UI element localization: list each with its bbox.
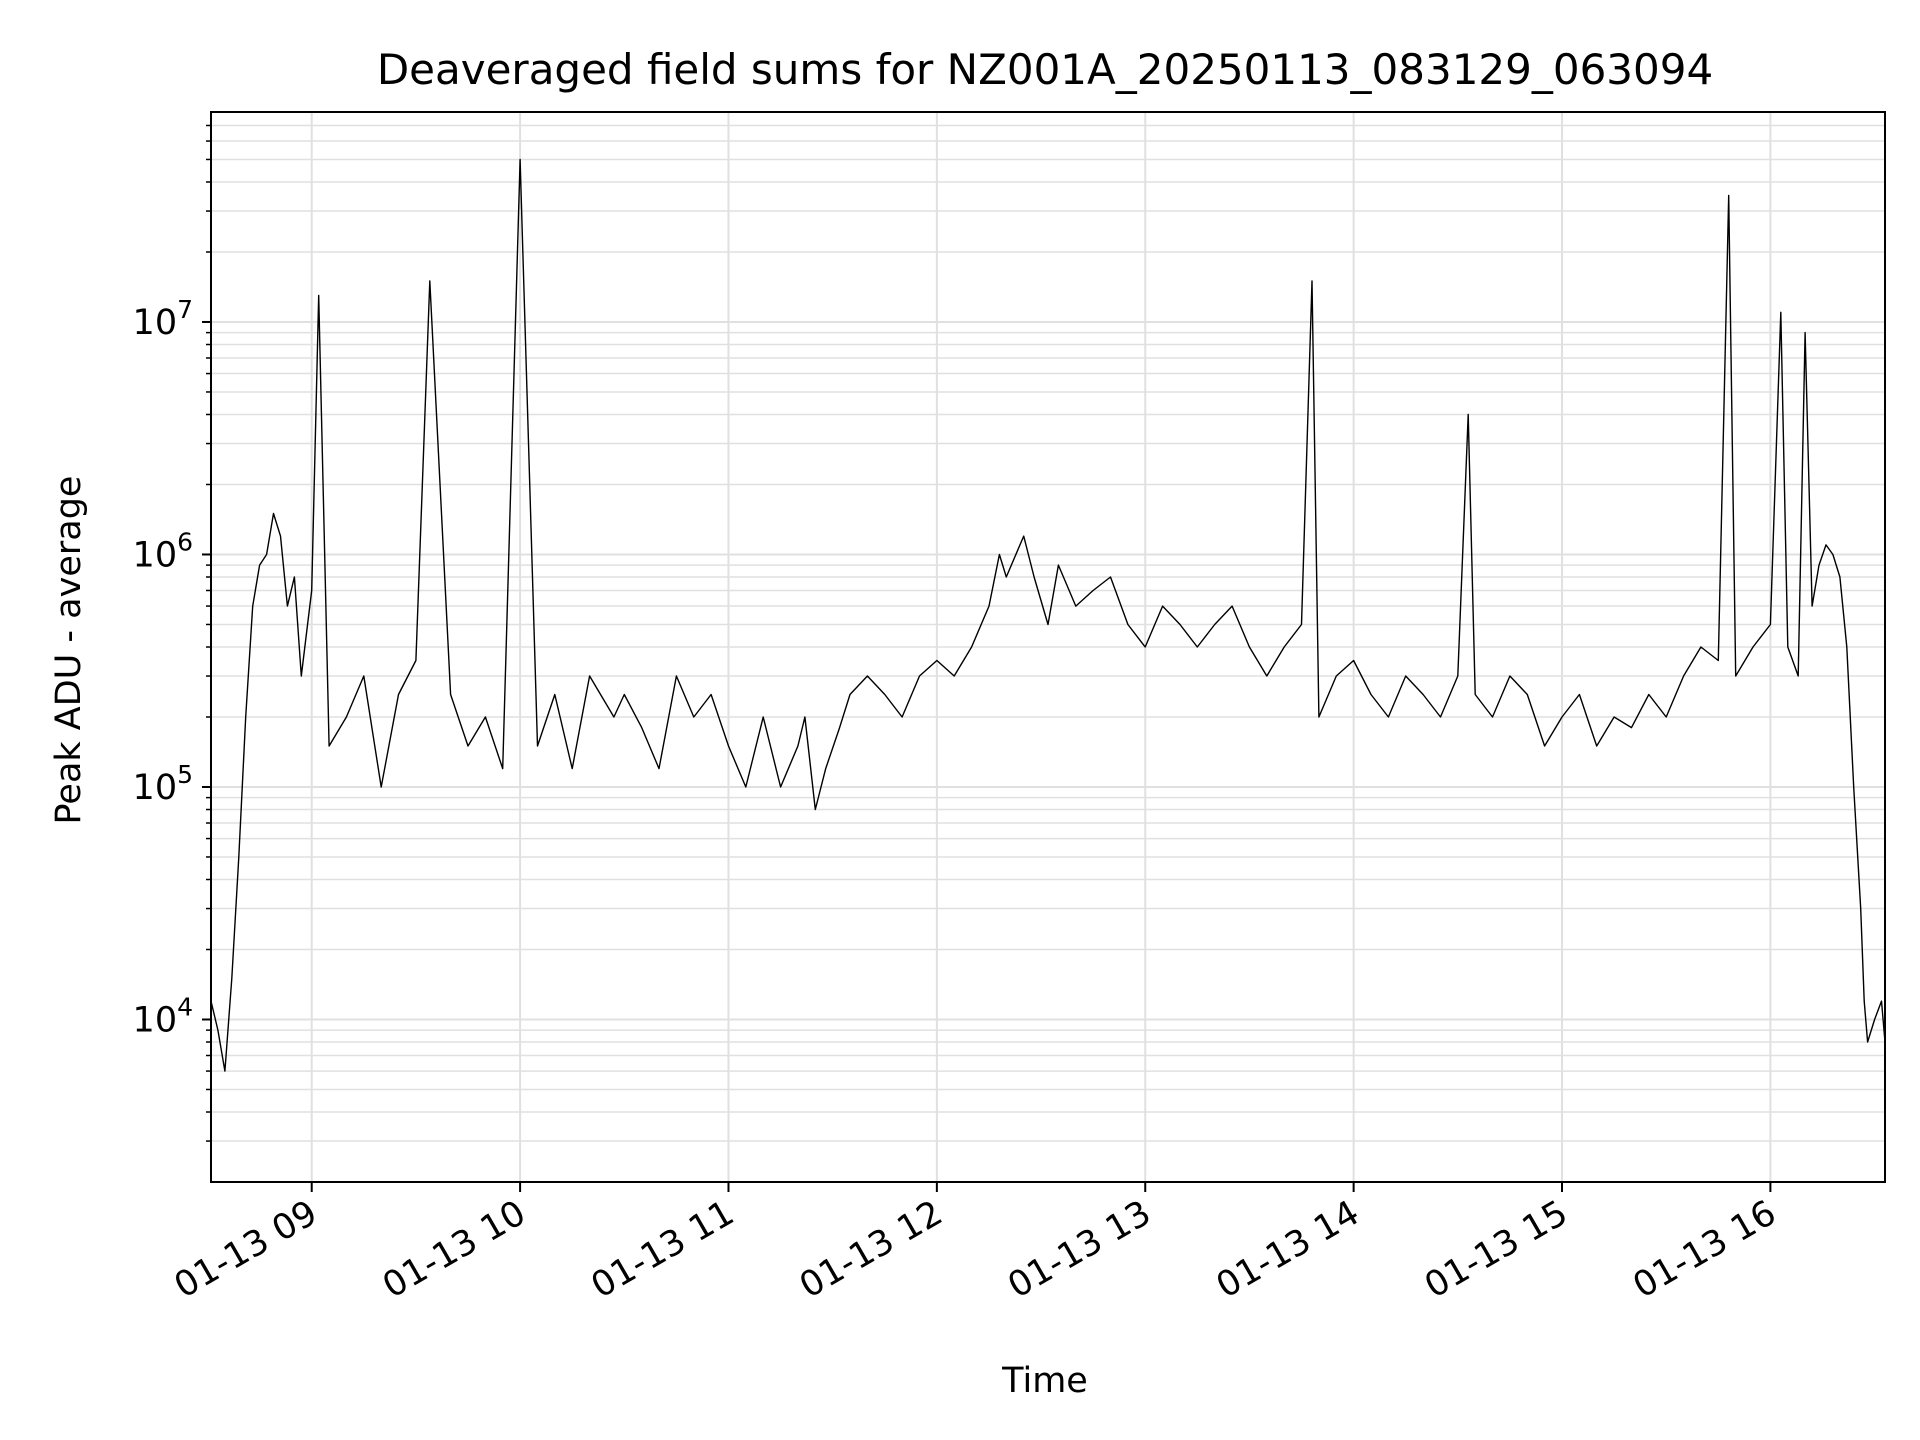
y-tick-base: 10 <box>133 768 178 808</box>
major-gridlines <box>211 112 1885 1182</box>
series-layer <box>210 158 1886 1072</box>
y-tick-label: 106 <box>133 527 193 575</box>
y-tick-label: 104 <box>133 992 193 1040</box>
y-tick-base: 10 <box>133 535 178 575</box>
series-line <box>210 158 1886 1072</box>
y-tick-base: 10 <box>133 1000 178 1040</box>
y-axis-label: Peak ADU - average <box>49 476 89 825</box>
y-tick-exponent: 6 <box>177 527 193 556</box>
x-axis-label: Time <box>1001 1361 1088 1401</box>
chart-title: Deaveraged field sums for NZ001A_2025011… <box>377 45 1713 94</box>
minor-gridlines <box>211 124 1885 1142</box>
y-tick-base: 10 <box>133 303 178 343</box>
y-tick-exponent: 7 <box>177 295 193 324</box>
y-tick-label: 105 <box>133 760 193 808</box>
y-tick-exponent: 4 <box>177 992 193 1021</box>
y-tick-label: 107 <box>133 295 193 343</box>
y-tick-exponent: 5 <box>177 760 193 789</box>
